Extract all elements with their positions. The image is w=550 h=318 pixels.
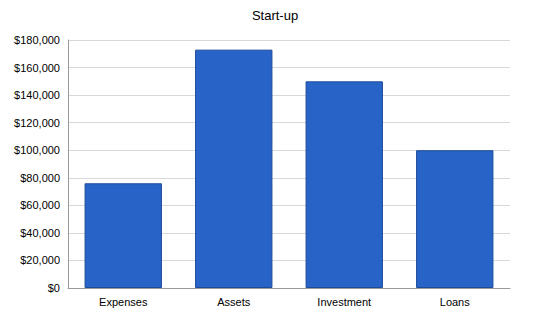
svg-text:$80,000: $80,000 [20, 172, 60, 184]
svg-text:Start-up: Start-up [252, 8, 298, 23]
svg-text:Loans: Loans [440, 296, 470, 308]
svg-text:Investment: Investment [317, 296, 371, 308]
svg-text:$100,000: $100,000 [14, 144, 60, 156]
svg-text:$40,000: $40,000 [20, 227, 60, 239]
svg-text:$160,000: $160,000 [14, 62, 60, 74]
svg-text:$60,000: $60,000 [20, 199, 60, 211]
svg-text:$180,000: $180,000 [14, 34, 60, 46]
svg-text:$0: $0 [48, 282, 60, 294]
svg-text:$120,000: $120,000 [14, 117, 60, 129]
svg-text:Assets: Assets [217, 296, 251, 308]
svg-text:$20,000: $20,000 [20, 254, 60, 266]
svg-text:Expenses: Expenses [99, 296, 148, 308]
svg-text:$140,000: $140,000 [14, 89, 60, 101]
